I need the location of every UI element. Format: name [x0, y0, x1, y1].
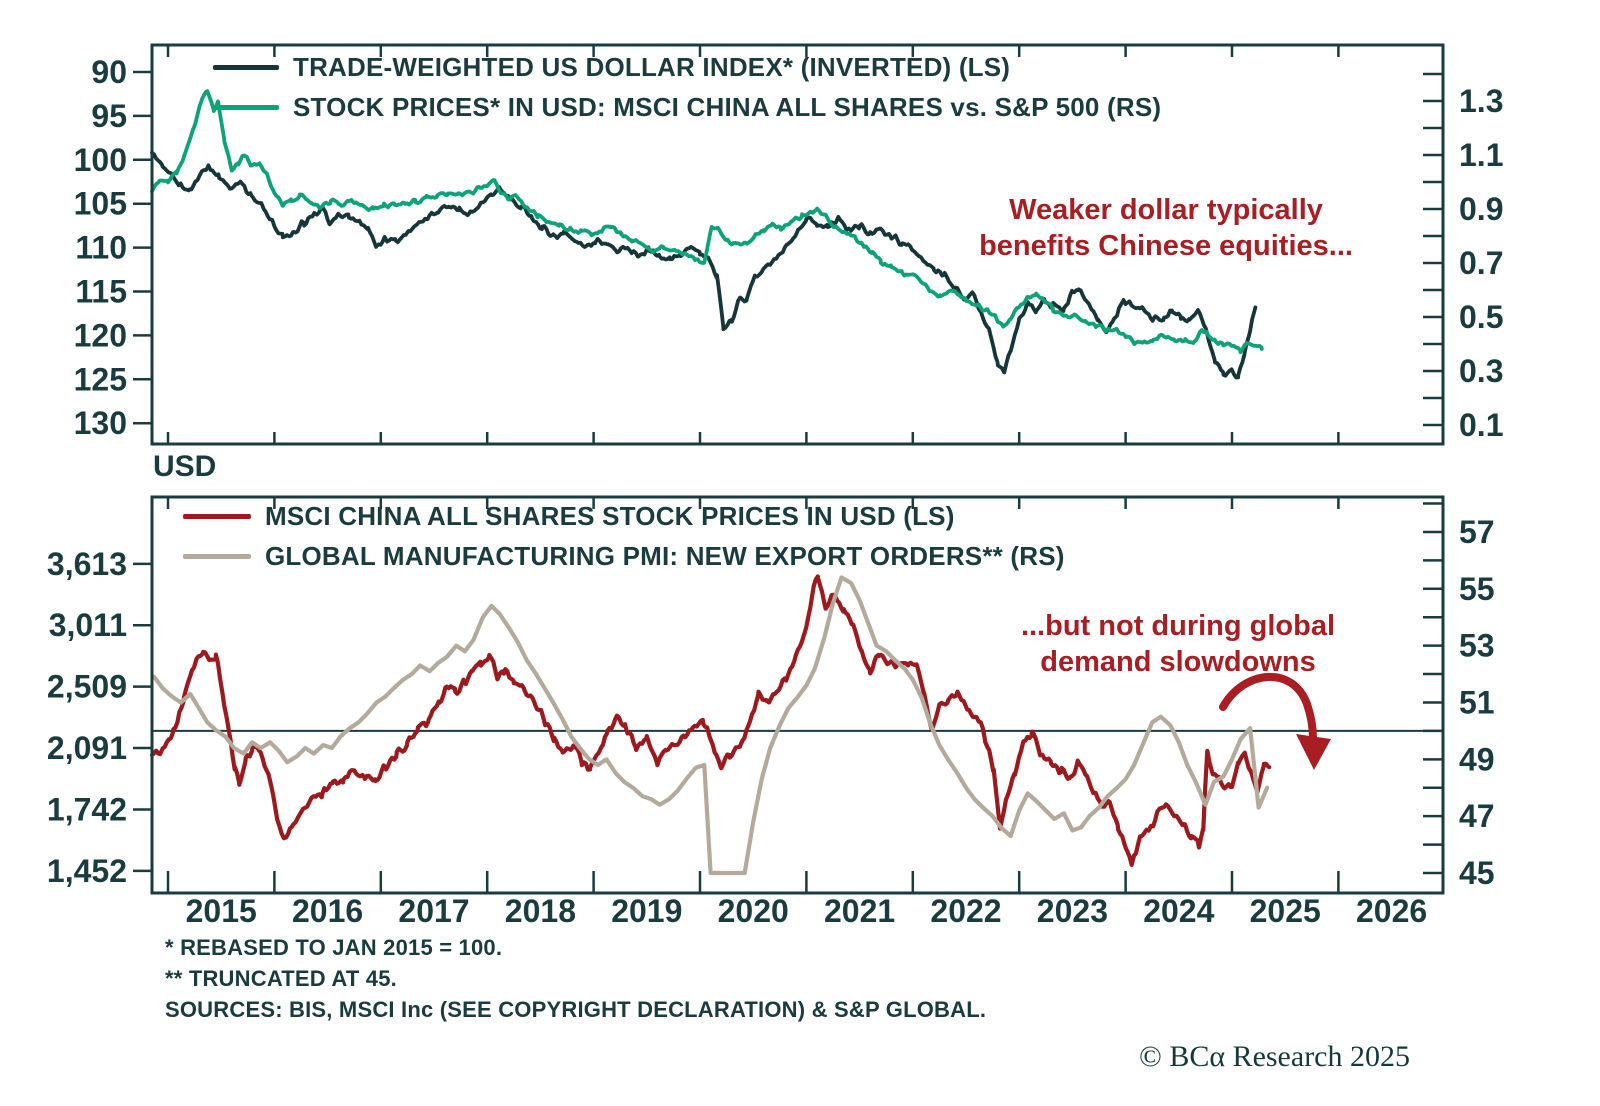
axis-tick-label: 0.9 [1459, 191, 1503, 227]
usd-index-legend-label: TRADE-WEIGHTED US DOLLAR INDEX* (INVERTE… [293, 52, 1011, 82]
footnotes-block: * REBASED TO JAN 2015 = 100. ** TRUNCATE… [165, 932, 986, 1025]
x-axis-year-labels: 2015 2016 2017 2018 2019 2020 2021 2022 2023 2024… [186, 893, 1428, 929]
axis-tick-label: 2015 [186, 893, 257, 929]
axis-tick-label: 2016 [292, 893, 363, 929]
axis-tick-label: 2021 [824, 893, 895, 929]
msci-china-legend-label: MSCI CHINA ALL SHARES STOCK PRICES IN US… [265, 501, 955, 531]
top-chart-frame [150, 43, 1445, 446]
bottom-legend-row-pmi: GLOBAL MANUFACTURING PMI: NEW EXPORT ORD… [183, 541, 1065, 572]
pmi-line-swatch [183, 554, 251, 559]
series-line-rs-panel-top [150, 89, 1264, 355]
top-legend-row-usd-index: TRADE-WEIGHTED US DOLLAR INDEX* (INVERTE… [213, 52, 1010, 83]
bottom-annotation: ...but not during global demand slowdown… [1021, 608, 1335, 680]
bottom-annotation-line1: ...but not during global [1020, 610, 1336, 642]
axis-tick-label: 115 [75, 274, 127, 310]
axis-tick-label: 2019 [611, 893, 682, 929]
footnote-rebased: * REBASED TO JAN 2015 = 100. [165, 935, 503, 960]
trend-arrow-arc [1219, 673, 1317, 742]
usd-index-line-swatch [213, 65, 279, 70]
axis-tick-label: 120 [74, 317, 127, 353]
axis-tick-label: 0.5 [1459, 299, 1503, 335]
axis-tick-label: 110 [75, 230, 127, 266]
axis-tick-label: 3,011 [49, 607, 127, 643]
axis-tick-label: 47 [1459, 798, 1495, 834]
footnote-truncated: ** TRUNCATED AT 45. [165, 966, 397, 991]
copyright-notice: © BCα Research 2025 [1139, 1040, 1410, 1073]
bot-right-axis: 57 55 53 51 49 47 45 [1423, 502, 1495, 891]
msci-china-line-swatch [183, 514, 251, 519]
axis-tick-label: 2026 [1356, 893, 1427, 929]
axis-tick-label: 1.1 [1459, 137, 1503, 173]
axis-tick-label: 1,452 [47, 853, 127, 889]
pmi-legend-label: GLOBAL MANUFACTURING PMI: NEW EXPORT ORD… [265, 541, 1065, 571]
top-left-axis: 90 95 100 105 110 115 120 125 130 [74, 54, 152, 441]
axis-tick-label: 57 [1459, 514, 1495, 550]
trend-arrow-head [1296, 734, 1331, 770]
series-line-rs-panel-bottom [152, 575, 1270, 876]
axis-tick-label: 1,742 [47, 791, 127, 827]
axis-tick-label: 2020 [718, 893, 789, 929]
axis-tick-label: 105 [74, 186, 127, 222]
axis-tick-label: 2022 [930, 893, 1001, 929]
bot-chart-ticks [166, 497, 1340, 893]
top-annotation-line1: Weaker dollar typically [1009, 194, 1323, 226]
axis-tick-label: 90 [91, 54, 127, 90]
axis-tick-label: 2024 [1143, 893, 1214, 929]
axis-tick-label: 1.3 [1459, 83, 1503, 119]
china-vs-sp500-legend-label: STOCK PRICES* IN USD: MSCI CHINA ALL SHA… [293, 92, 1162, 122]
series-line-ls-panel-top [150, 150, 1258, 380]
bot-chart-frame [150, 495, 1445, 895]
axis-tick-label: 125 [74, 361, 127, 397]
axis-tick-label: 49 [1459, 741, 1495, 777]
axis-tick-label: 2,509 [47, 669, 127, 705]
usd-axis-unit-label: USD [153, 450, 217, 483]
top-right-axis: 1.3 1.1 0.9 0.7 0.5 0.3 0.1 [1423, 72, 1503, 443]
top-legend-row-ratio: STOCK PRICES* IN USD: MSCI CHINA ALL SHA… [213, 92, 1161, 123]
axis-tick-label: 53 [1459, 628, 1495, 664]
series-line-ls-panel-bottom [149, 574, 1272, 868]
axis-tick-label: 2,091 [47, 730, 127, 766]
axis-tick-label: 100 [74, 142, 127, 178]
axis-tick-label: 0.7 [1459, 245, 1503, 281]
top-chart-ticks [166, 45, 1340, 444]
china-vs-sp500-line-swatch [213, 105, 279, 110]
bot-left-axis: 3,613 3,011 2,509 2,091 1,742 1,452 [47, 546, 152, 889]
footnote-sources: SOURCES: BIS, MSCI Inc (SEE COPYRIGHT DE… [165, 997, 987, 1022]
bottom-legend-row-msci: MSCI CHINA ALL SHARES STOCK PRICES IN US… [183, 501, 955, 532]
top-annotation: Weaker dollar typically benefits Chinese… [979, 192, 1353, 264]
axis-tick-label: 51 [1459, 684, 1495, 720]
axis-tick-label: 130 [74, 405, 127, 441]
axis-tick-label: 45 [1459, 855, 1495, 891]
axis-tick-label: 2018 [505, 893, 576, 929]
axis-tick-label: 2025 [1250, 893, 1321, 929]
top-annotation-line2: benefits Chinese equities... [979, 230, 1353, 262]
axis-tick-label: 55 [1459, 571, 1495, 607]
axis-tick-label: 2023 [1037, 893, 1108, 929]
axis-tick-label: 2017 [398, 893, 469, 929]
axis-tick-label: 0.1 [1459, 407, 1503, 443]
axis-tick-label: 95 [91, 98, 127, 134]
axis-tick-label: 3,613 [47, 546, 127, 582]
axis-tick-label: 0.3 [1459, 353, 1503, 389]
bottom-annotation-line2: demand slowdowns [1040, 646, 1316, 678]
